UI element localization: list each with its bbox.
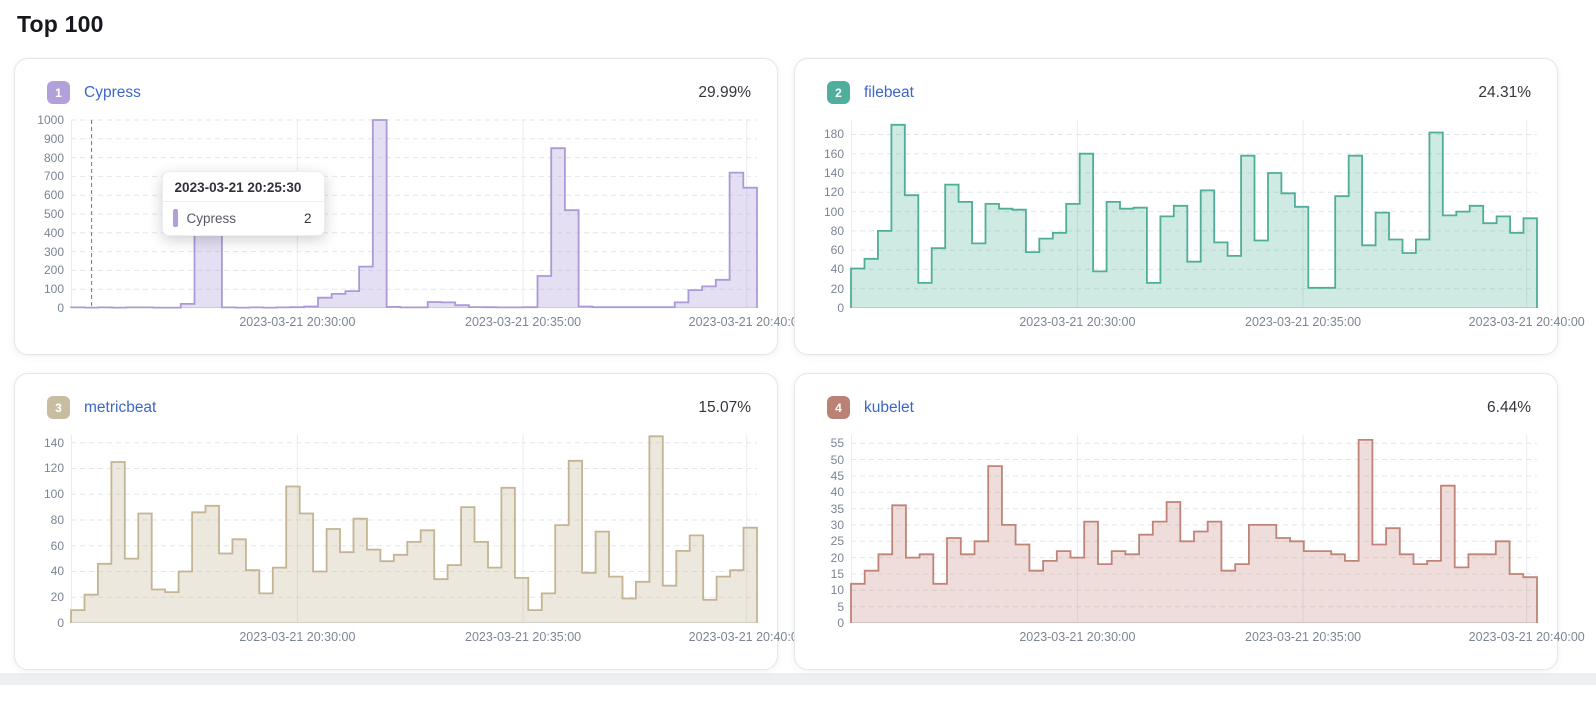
y-tick-label: 15 (830, 566, 844, 581)
rank-badge: 4 (827, 396, 850, 419)
y-tick-label: 120 (43, 461, 64, 476)
x-axis-label: 2023-03-21 20:35:00 (465, 630, 582, 644)
y-tick-label: 100 (823, 204, 844, 219)
card-header: 4 kubelet 6.44% (811, 396, 1537, 419)
card-header: 2 filebeat 24.31% (811, 81, 1537, 104)
percent-value: 6.44% (1487, 398, 1531, 416)
y-tick-label: 200 (43, 263, 64, 278)
y-tick-label: 40 (830, 262, 844, 277)
y-tick-label: 20 (830, 281, 844, 296)
x-axis-label: 2023-03-21 20:40:00 (688, 630, 805, 644)
series-link[interactable]: Cypress (84, 83, 141, 101)
y-tick-label: 5 (837, 599, 844, 614)
percent-value: 15.07% (698, 398, 751, 416)
y-axis: 140 120 100 80 60 40 20 0 (31, 435, 71, 630)
y-tick-label: 45 (830, 468, 844, 483)
plot-area[interactable]: 2023-03-21 20:30:00 2023-03-21 20:35:00 … (850, 435, 1585, 644)
plot-area[interactable]: 2023-03-21 20:30:00 2023-03-21 20:35:00 … (70, 435, 805, 644)
tooltip-divider (162, 201, 324, 202)
y-tick-label: 0 (837, 301, 844, 315)
chart-card: 4 kubelet 6.44% 55 50 45 40 35 30 25 20 15 10 5 0 2… (794, 373, 1585, 670)
y-tick-label: 80 (50, 512, 64, 527)
tooltip-series-value: 2 (304, 210, 312, 226)
x-axis-label: 2023-03-21 20:35:00 (1245, 630, 1362, 644)
tooltip-title: 2023-03-21 20:25:30 (174, 180, 302, 195)
y-tick-label: 0 (57, 616, 64, 630)
x-axis-label: 2023-03-21 20:30:00 (239, 315, 356, 329)
y-tick-label: 80 (830, 223, 844, 238)
cards-grid: 1 Cypress 29.99% 1000 900 800 700 600 500 400 3… (14, 58, 1585, 670)
chart-area: 1000 900 800 700 600 500 400 300 200 100 0 2023-03… (31, 113, 805, 329)
x-axis-label: 2023-03-21 20:40:00 (1468, 315, 1585, 329)
y-axis: 180 160 140 120 100 80 60 40 20 0 (811, 120, 851, 315)
chart-card: 3 metricbeat 15.07% 140 120 100 80 60 40 20 0 2… (14, 373, 805, 670)
y-tick-label: 160 (823, 146, 844, 161)
series-link[interactable]: kubelet (864, 398, 914, 416)
rank-badge: 1 (47, 81, 70, 104)
chart-area: 140 120 100 80 60 40 20 0 2023-03-21 20:30:00 2… (31, 435, 805, 644)
y-tick-label: 120 (823, 185, 844, 200)
tooltip: 2023-03-21 20:25:30 Cypress 2 (161, 171, 325, 236)
x-axis-label: 2023-03-21 20:40:00 (1468, 630, 1585, 644)
y-tick-label: 600 (43, 188, 64, 203)
chart-area: 180 160 140 120 100 80 60 40 20 0 2023-03-21 20:3… (811, 120, 1585, 329)
y-tick-label: 10 (830, 583, 844, 598)
y-tick-label: 40 (50, 564, 64, 579)
page-title: Top 100 (17, 11, 104, 37)
x-axis-label: 2023-03-21 20:30:00 (239, 630, 356, 644)
y-tick-label: 0 (837, 616, 844, 630)
card-header: 1 Cypress 29.99% (31, 81, 757, 104)
x-axis-label: 2023-03-21 20:30:00 (1019, 630, 1136, 644)
percent-value: 29.99% (698, 83, 751, 101)
y-tick-label: 100 (43, 487, 64, 502)
y-tick-label: 300 (43, 244, 64, 259)
percent-value: 24.31% (1478, 83, 1531, 101)
tooltip-series-label: Cypress (186, 210, 237, 226)
y-axis: 1000 900 800 700 600 500 400 300 200 100 0 (31, 113, 71, 315)
card-header: 3 metricbeat 15.07% (31, 396, 757, 419)
area-chart-svg (70, 435, 758, 623)
y-tick-label: 140 (43, 435, 64, 450)
chart-card: 1 Cypress 29.99% 1000 900 800 700 600 500 400 3… (14, 58, 805, 355)
rank-badge: 3 (47, 396, 70, 419)
y-tick-label: 20 (830, 550, 844, 565)
plot-area[interactable]: 2023-03-21 20:30:00 2023-03-21 20:35:00 … (70, 119, 805, 329)
y-tick-label: 140 (823, 166, 844, 181)
y-tick-label: 25 (830, 534, 844, 549)
y-tick-label: 1000 (37, 113, 64, 127)
y-tick-label: 35 (830, 501, 844, 516)
x-axis-label: 2023-03-21 20:35:00 (1245, 315, 1362, 329)
page-background-strip (0, 673, 1596, 685)
y-tick-label: 100 (43, 282, 64, 297)
area-chart-svg (850, 120, 1538, 308)
y-tick-label: 700 (43, 169, 64, 184)
y-tick-label: 800 (43, 150, 64, 165)
y-tick-label: 50 (830, 452, 844, 467)
chart-area: 55 50 45 40 35 30 25 20 15 10 5 0 2023-03-21 20:30:… (811, 435, 1585, 644)
area-chart-svg (850, 435, 1538, 623)
y-tick-label: 180 (823, 127, 844, 142)
plot-area[interactable]: 2023-03-21 20:30:00 2023-03-21 20:35:00 … (850, 120, 1585, 329)
rank-badge: 2 (827, 81, 850, 104)
series-link[interactable]: metricbeat (84, 398, 157, 416)
y-tick-label: 40 (830, 485, 844, 500)
y-tick-label: 0 (57, 301, 64, 315)
y-tick-label: 400 (43, 225, 64, 240)
tooltip-color-bar (172, 209, 178, 227)
y-tick-label: 60 (50, 538, 64, 553)
y-tick-label: 55 (830, 436, 844, 451)
series-link[interactable]: filebeat (864, 83, 914, 101)
x-axis-label: 2023-03-21 20:35:00 (465, 315, 582, 329)
y-tick-label: 900 (43, 131, 64, 146)
chart-card: 2 filebeat 24.31% 180 160 140 120 100 80 60 40 2… (794, 58, 1585, 355)
tooltip-row: Cypress 2 (172, 209, 314, 227)
y-tick-label: 60 (830, 243, 844, 258)
y-tick-label: 30 (830, 517, 844, 532)
y-tick-label: 20 (50, 590, 64, 605)
x-axis-label: 2023-03-21 20:30:00 (1019, 315, 1136, 329)
y-axis: 55 50 45 40 35 30 25 20 15 10 5 0 (811, 435, 851, 630)
y-tick-label: 500 (43, 207, 64, 221)
x-axis-label: 2023-03-21 20:40:00 (688, 315, 805, 329)
